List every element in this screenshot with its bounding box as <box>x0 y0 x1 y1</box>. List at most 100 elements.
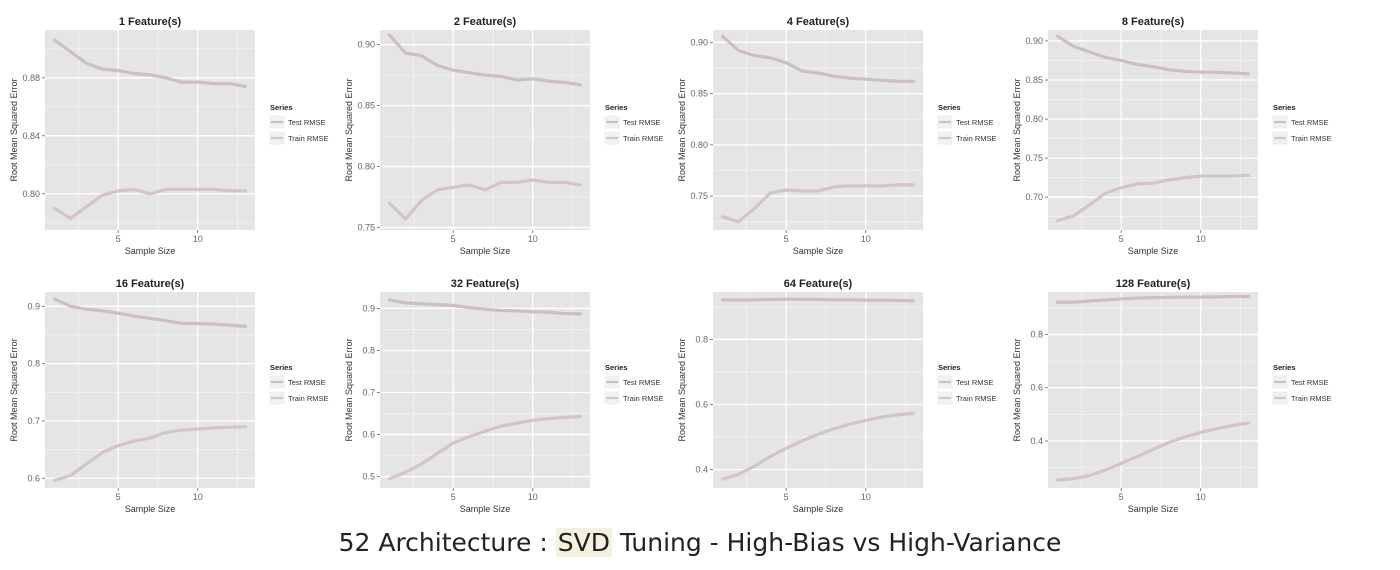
y-tick-label: 0.88 <box>22 73 40 83</box>
series-line-test-rmse <box>1055 294 1251 304</box>
y-tick-label: 0.8 <box>1030 330 1043 340</box>
plot-background <box>1048 292 1258 488</box>
y-tick-label: 0.75 <box>690 191 708 201</box>
x-axis-label: Sample Size <box>460 504 511 514</box>
y-axis-label: Root Mean Squared Error <box>9 338 19 441</box>
chart-grid: 5 10 0.80 0.84 0.88 1 Feature(s) Sample Size Ro… <box>9 16 1332 514</box>
x-tick-label: 5 <box>784 492 789 502</box>
y-axis-label: Root Mean Squared Error <box>344 338 354 441</box>
y-tick-label: 0.75 <box>357 223 375 233</box>
x-axis-label: Sample Size <box>1128 246 1179 256</box>
x-axis-label: Sample Size <box>125 246 176 256</box>
series-line-test-rmse <box>387 33 583 87</box>
legend-title: Series <box>938 103 961 112</box>
legend-label: Train RMSE <box>1291 134 1332 143</box>
y-tick-label: 0.85 <box>690 89 708 99</box>
y-tick-label: 0.5 <box>362 472 375 482</box>
legend-title: Series <box>270 363 293 372</box>
y-tick-label: 0.8 <box>695 334 708 344</box>
plot-background <box>713 292 923 488</box>
x-tick-label: 10 <box>193 234 203 244</box>
y-tick-label: 0.8 <box>362 345 375 355</box>
legend-label: Test RMSE <box>956 378 994 387</box>
chart-title: 2 Feature(s) <box>454 16 517 28</box>
y-tick-label: 0.90 <box>690 37 708 47</box>
chart-title: 64 Feature(s) <box>784 278 853 290</box>
x-axis-label: Sample Size <box>793 504 844 514</box>
y-tick-label: 0.6 <box>1030 383 1043 393</box>
legend-label: Test RMSE <box>1291 378 1329 387</box>
legend-label: Train RMSE <box>623 394 664 403</box>
y-tick-label: 0.4 <box>695 464 708 474</box>
y-tick-label: 0.7 <box>27 416 40 426</box>
x-tick-label: 10 <box>528 492 538 502</box>
series-line-train-rmse <box>387 414 583 481</box>
legend-label: Train RMSE <box>288 134 329 143</box>
legend-title: Series <box>1273 363 1296 372</box>
y-tick-label: 0.80 <box>22 189 40 199</box>
caption-suffix: Tuning - High-Bias vs High-Variance <box>611 528 1062 557</box>
chart-title: 4 Feature(s) <box>787 16 850 28</box>
y-tick-label: 0.85 <box>1025 75 1043 85</box>
y-axis-label: Root Mean Squared Error <box>1012 338 1022 441</box>
chart-panel-3: 5 10 0.75 0.80 0.85 0.90 4 Feature(s) Sample Si… <box>677 16 997 256</box>
legend-title: Series <box>938 363 961 372</box>
x-tick-label: 10 <box>861 492 871 502</box>
y-tick-label: 0.6 <box>27 473 40 483</box>
legend-label: Test RMSE <box>288 118 326 127</box>
x-axis-label: Sample Size <box>460 246 511 256</box>
plot-background <box>380 292 590 488</box>
x-tick-label: 5 <box>1119 492 1124 502</box>
y-tick-label: 0.7 <box>362 388 375 398</box>
legend-title: Series <box>605 363 628 372</box>
series-line-train-rmse <box>52 187 248 220</box>
y-tick-label: 0.6 <box>362 430 375 440</box>
plot-background <box>713 30 923 230</box>
plot-background <box>1048 30 1258 230</box>
y-tick-label: 0.70 <box>1025 192 1043 202</box>
y-tick-label: 0.9 <box>27 301 40 311</box>
x-tick-label: 5 <box>116 492 121 502</box>
chart-panel-8: 5 10 0.4 0.6 0.8 128 Feature(s) Sample Size Roo… <box>1012 278 1332 514</box>
y-axis-label: Root Mean Squared Error <box>677 338 687 441</box>
legend-label: Test RMSE <box>623 118 661 127</box>
series-line-test-rmse <box>720 34 916 83</box>
chart-title: 8 Feature(s) <box>1122 16 1185 28</box>
chart-panel-2: 5 10 0.75 0.80 0.85 0.90 2 Feature(s) Sample Si… <box>344 16 664 256</box>
y-tick-label: 0.84 <box>22 131 40 141</box>
x-tick-label: 10 <box>861 234 871 244</box>
y-tick-label: 0.6 <box>695 399 708 409</box>
legend-title: Series <box>270 103 293 112</box>
legend-label: Test RMSE <box>956 118 994 127</box>
chart-panel-6: 5 10 0.5 0.6 0.7 0.8 0.9 32 Feature(s) Sample Si… <box>344 278 664 514</box>
legend-title: Series <box>1273 103 1296 112</box>
x-axis-label: Sample Size <box>1128 504 1179 514</box>
caption-highlight: SVD <box>555 528 612 557</box>
legend-label: Train RMSE <box>1291 394 1332 403</box>
chart-title: 16 Feature(s) <box>116 278 185 290</box>
y-axis-label: Root Mean Squared Error <box>677 78 687 181</box>
y-axis-label: Root Mean Squared Error <box>9 78 19 181</box>
series-line-test-rmse <box>52 297 248 328</box>
series-line-test-rmse <box>387 298 583 316</box>
chart-panel-7: 5 10 0.4 0.6 0.8 64 Feature(s) Sample Size Root… <box>677 278 997 514</box>
slide-caption: 52 Architecture : SVD Tuning - High-Bias… <box>0 521 1400 565</box>
x-tick-label: 10 <box>1196 492 1206 502</box>
series-line-train-rmse <box>720 411 916 481</box>
legend-label: Train RMSE <box>288 394 329 403</box>
series-line-train-rmse <box>387 178 583 221</box>
legend-label: Test RMSE <box>623 378 661 387</box>
y-tick-label: 0.90 <box>1025 36 1043 46</box>
series-line-test-rmse <box>1055 34 1251 76</box>
y-tick-label: 0.75 <box>1025 153 1043 163</box>
y-tick-label: 0.8 <box>27 359 40 369</box>
series-line-test-rmse <box>720 297 916 303</box>
x-tick-label: 5 <box>784 234 789 244</box>
series-line-train-rmse <box>52 425 248 483</box>
y-tick-label: 0.80 <box>357 162 375 172</box>
legend-label: Test RMSE <box>1291 118 1329 127</box>
y-tick-label: 0.9 <box>362 303 375 313</box>
legend-label: Train RMSE <box>956 394 997 403</box>
chart-title: 1 Feature(s) <box>119 16 182 28</box>
plot-background <box>380 30 590 230</box>
